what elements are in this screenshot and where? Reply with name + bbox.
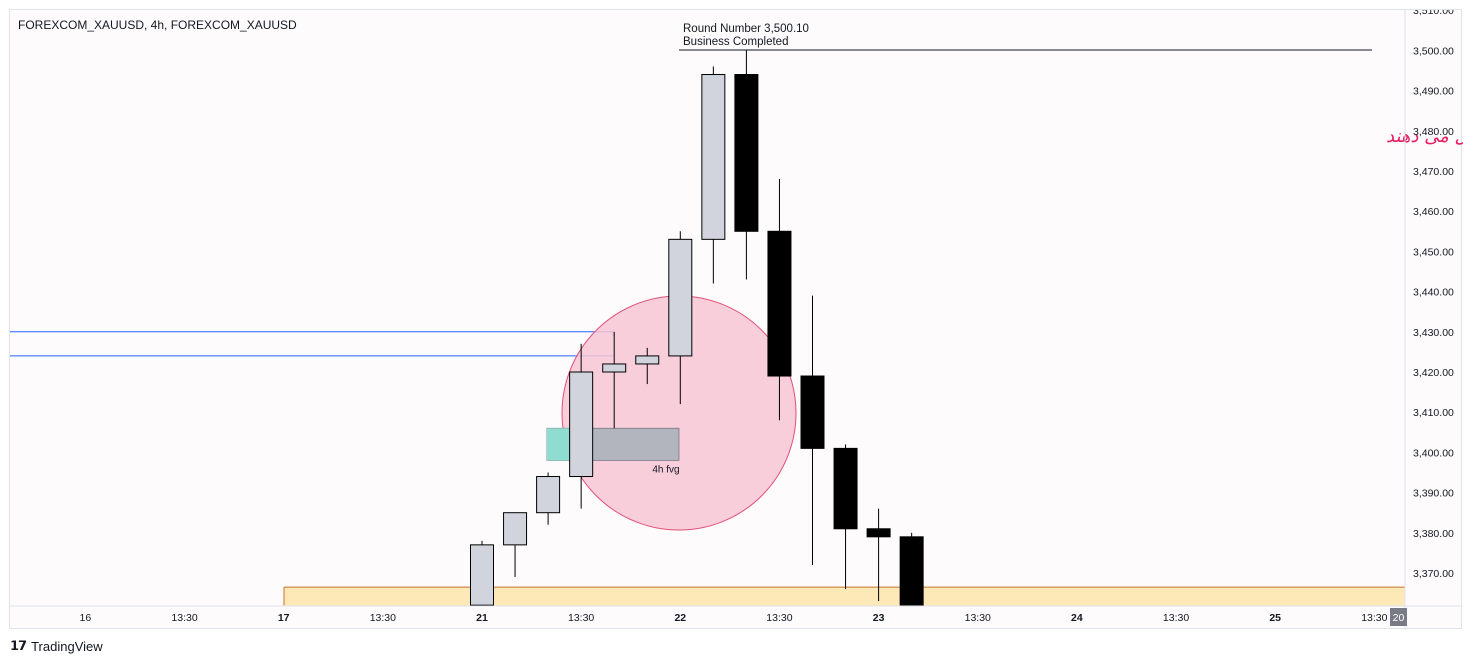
y-tick-label: 3,370.00 bbox=[1413, 568, 1454, 580]
x-tick-label: 13:30 bbox=[766, 612, 792, 624]
candle[interactable] bbox=[899, 532, 924, 606]
candle[interactable] bbox=[470, 540, 494, 606]
candle-body bbox=[635, 355, 660, 365]
candle[interactable] bbox=[536, 472, 561, 525]
y-tick-label: 3,390.00 bbox=[1413, 488, 1454, 500]
candle-body bbox=[701, 74, 726, 240]
y-tick-label: 3,470.00 bbox=[1413, 166, 1454, 178]
x-tick-label: 16 bbox=[80, 612, 92, 624]
support-zone bbox=[284, 587, 1405, 606]
x-tick-label: 22 bbox=[674, 612, 686, 624]
y-tick-label: 3,480.00 bbox=[1413, 126, 1454, 138]
candle-body bbox=[800, 375, 825, 449]
y-tick-label: 3,410.00 bbox=[1413, 407, 1454, 419]
candle[interactable] bbox=[569, 343, 594, 509]
candle[interactable] bbox=[503, 512, 528, 578]
y-tick-label: 3,430.00 bbox=[1413, 327, 1454, 339]
x-tick-label: 20 bbox=[1393, 612, 1405, 624]
y-tick-label: 3,490.00 bbox=[1413, 86, 1454, 98]
candle-body bbox=[767, 230, 792, 377]
candle[interactable] bbox=[866, 508, 891, 602]
chart-frame: 4h fvg Round Number 3,500.10 Business Com… bbox=[9, 9, 1463, 630]
candle-body bbox=[668, 238, 693, 357]
y-tick-label: 3,380.00 bbox=[1413, 528, 1454, 540]
y-tick-label: 3,500.00 bbox=[1413, 45, 1454, 57]
candle[interactable] bbox=[668, 231, 693, 405]
x-tick-label: 13:30 bbox=[171, 612, 197, 624]
x-tick-label: 13:30 bbox=[568, 612, 594, 624]
candle-body bbox=[734, 74, 759, 232]
x-tick-label: 13:30 bbox=[1163, 612, 1189, 624]
candle[interactable] bbox=[800, 295, 825, 565]
x-cursor-badge bbox=[1390, 608, 1407, 626]
candle[interactable] bbox=[701, 66, 726, 284]
y-tick-label: 3,460.00 bbox=[1413, 206, 1454, 218]
candle[interactable] bbox=[635, 347, 660, 385]
candle-body bbox=[899, 536, 924, 606]
candle[interactable] bbox=[602, 331, 627, 429]
candle-body bbox=[569, 371, 594, 478]
brand-label: TradingView bbox=[31, 638, 103, 654]
x-tick-label: 25 bbox=[1269, 612, 1281, 624]
x-tick-label: 17 bbox=[278, 612, 290, 624]
candle[interactable] bbox=[767, 179, 792, 421]
candle-body bbox=[866, 528, 891, 538]
candle-body bbox=[503, 512, 528, 546]
y-tick-label: 3,400.00 bbox=[1413, 447, 1454, 459]
candle[interactable] bbox=[734, 49, 759, 280]
candle-body bbox=[536, 476, 561, 514]
fvg-box-teal bbox=[547, 428, 569, 461]
tradingview-logo-icon: 𝟭𝟳 bbox=[10, 638, 27, 653]
candle-body bbox=[833, 447, 858, 530]
x-tick-label: 13:30 bbox=[370, 612, 396, 624]
round-number-label: Round Number 3,500.10 bbox=[683, 23, 809, 35]
y-tick-label: 3,420.00 bbox=[1413, 367, 1454, 379]
x-tick-label: 23 bbox=[873, 612, 885, 624]
x-tick-label: 13:30 bbox=[1361, 612, 1387, 624]
candle-body bbox=[602, 363, 627, 373]
y-tick-label: 3,510.00 bbox=[1413, 10, 1454, 17]
y-tick-label: 3,450.00 bbox=[1413, 246, 1454, 258]
y-tick-label: 3,440.00 bbox=[1413, 287, 1454, 299]
x-tick-label: 21 bbox=[476, 612, 488, 624]
fvg-label: 4h fvg bbox=[652, 464, 679, 475]
symbol-title: FOREXCOM_XAUUSD, 4h, FOREXCOM_XAUUSD bbox=[18, 18, 297, 32]
x-tick-label: 24 bbox=[1071, 612, 1083, 624]
candle[interactable] bbox=[833, 444, 858, 590]
x-tick-label: 13:30 bbox=[965, 612, 991, 624]
candle-body bbox=[470, 544, 494, 606]
round-number-sublabel: Business Completed bbox=[683, 36, 788, 48]
tradingview-brand: 𝟭𝟳 TradingView bbox=[10, 638, 103, 654]
